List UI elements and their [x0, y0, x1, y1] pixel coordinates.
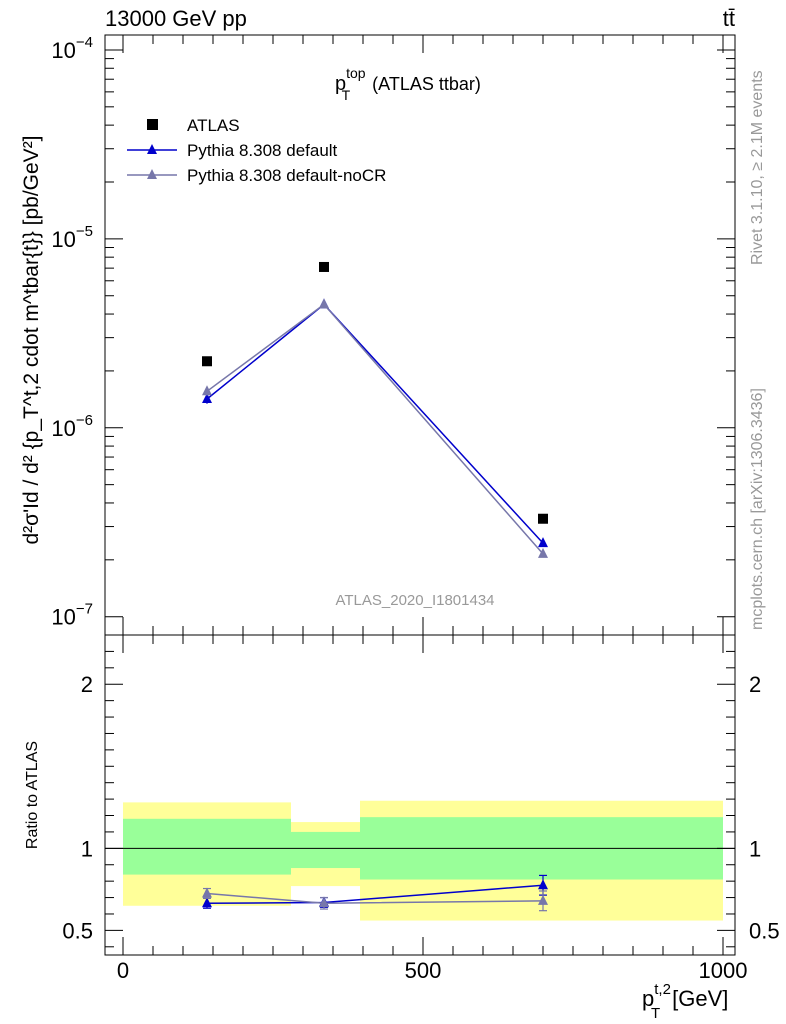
- process-label: tt̄: [723, 6, 735, 31]
- legend-label-pythia-8-308-default: Pythia 8.308 default: [187, 141, 338, 160]
- x-tick-label: 500: [405, 958, 442, 983]
- ratio-pythia-8-308-default-nocr-point: [319, 897, 329, 908]
- x-tick-label: 0: [117, 958, 129, 983]
- pythia-8-308-default-point: [538, 537, 548, 548]
- ratio-pythia-8-308-default-nocr-point: [538, 894, 548, 905]
- uncertainty-band-inner: [291, 831, 360, 869]
- rivet-label: Rivet 3.1.10, ≥ 2.1M events: [749, 70, 766, 265]
- y-tick-label: 10−6: [51, 412, 93, 441]
- pythia-8-308-default-nocr-point: [202, 385, 212, 396]
- pythia-8-308-default-point: [202, 393, 212, 404]
- ratio-y-tick-label-right: 0.5: [749, 918, 780, 943]
- atlas-point: [319, 261, 329, 272]
- ratio-y-tick-label: 1: [81, 836, 93, 861]
- legend-label-atlas: ATLAS: [187, 116, 240, 135]
- ratio-y-axis-label: Ratio to ATLAS: [24, 741, 41, 849]
- ratio-frame: [104, 634, 736, 956]
- pythia-8-308-default-nocr-line: [206, 303, 544, 555]
- mcplots-label: mcplots.cern.ch [arXiv:1306.3436]: [749, 388, 766, 630]
- plot-title: ptop T(ATLAS ttbar): [335, 65, 481, 103]
- y-tick-label: 10−5: [51, 223, 93, 252]
- analysis-watermark: ATLAS_2020_I1801434: [335, 592, 494, 609]
- ratio-pythia-8-308-default-point: [538, 879, 548, 890]
- ratio-y-tick-label-right: 2: [749, 672, 761, 697]
- pythia-8-308-default-nocr-point: [319, 298, 329, 309]
- energy-label: 13000 GeV pp: [105, 6, 247, 31]
- y-axis-label: d²σ'Id / d² {p_T^t,2 cdot m^tbar{t}} [pb…: [20, 135, 43, 544]
- y-tick-label: 10−7: [51, 601, 93, 630]
- legend-label-pythia-8-308-default-nocr: Pythia 8.308 default-noCR: [187, 166, 386, 185]
- ratio-y-tick-label: 2: [81, 672, 93, 697]
- y-tick-label: 10−4: [51, 34, 93, 63]
- main-panel: 10−4 10−5 10−6 10−7 ptop T(ATLAS ttbar) ATLAS_…: [20, 34, 736, 636]
- legend-marker-pythia-8-308-default: [147, 144, 157, 154]
- ratio-y-tick-label: 0.5: [62, 918, 93, 943]
- x-axis-label: pt,2 T[GeV]: [642, 981, 728, 1022]
- atlas-point: [538, 513, 548, 524]
- pythia-8-308-default-nocr-point: [538, 547, 548, 558]
- ratio-y-tick-label-right: 1: [749, 836, 761, 861]
- legend-marker-pythia-8-308-default-nocr: [147, 169, 157, 179]
- ratio-pythia-8-308-default-nocr-point: [202, 887, 212, 898]
- atlas-point: [202, 356, 212, 367]
- ratio-panel: 0.5 0.5 1 1 2 2 0 500 1000 Ratio to ATLAS pt,2 T[Ge…: [24, 634, 780, 1022]
- uncertainty-band-inner: [123, 818, 291, 875]
- ratio-pythia-8-308-default-point: [202, 897, 212, 908]
- pythia-8-308-default-line: [206, 303, 544, 544]
- legend-marker-atlas: [147, 119, 158, 130]
- legend: ATLAS Pythia 8.308 default Pythia 8.308 de…: [127, 116, 386, 185]
- x-tick-label: 1000: [699, 958, 748, 983]
